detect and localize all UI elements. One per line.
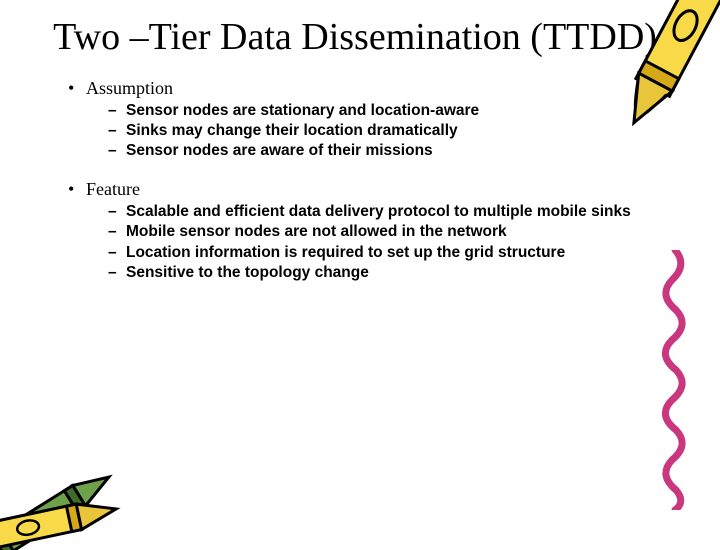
list-item: Scalable and efficient data delivery pro…	[108, 202, 660, 221]
list-item: Sinks may change their location dramatic…	[108, 121, 660, 140]
slide-title: Two –Tier Data Dissemination (TTDD)	[50, 16, 660, 60]
slide: Two –Tier Data Dissemination (TTDD) Assu…	[0, 0, 720, 540]
section-assumption: Assumption Sensor nodes are stationary a…	[50, 78, 660, 161]
section-heading: Feature	[68, 179, 660, 200]
squiggle-icon	[660, 250, 690, 510]
assumption-list: Sensor nodes are stationary and location…	[108, 101, 660, 161]
section-heading: Assumption	[68, 78, 660, 99]
list-item: Mobile sensor nodes are not allowed in t…	[108, 222, 660, 241]
feature-list: Scalable and efficient data delivery pro…	[108, 202, 660, 283]
list-item: Sensor nodes are stationary and location…	[108, 101, 660, 120]
list-item: Sensor nodes are aware of their missions	[108, 141, 660, 160]
crayons-bottom-icon	[0, 430, 140, 550]
section-feature: Feature Scalable and efficient data deli…	[50, 179, 660, 283]
list-item: Location information is required to set …	[108, 243, 660, 262]
list-item: Sensitive to the topology change	[108, 263, 660, 282]
